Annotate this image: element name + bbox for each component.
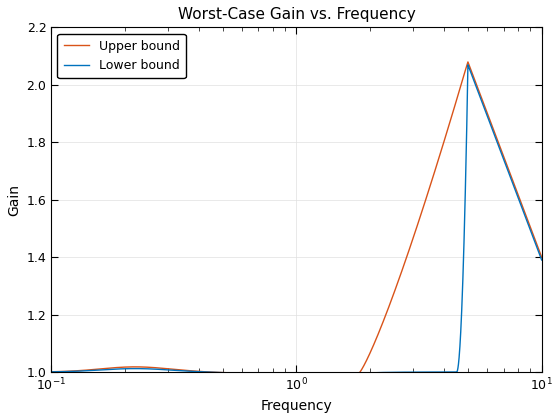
Y-axis label: Gain: Gain <box>7 184 21 215</box>
X-axis label: Frequency: Frequency <box>260 399 332 413</box>
Lower bound <box>476 93 483 98</box>
Upper bound <box>48 369 54 374</box>
Upper bound <box>257 371 264 376</box>
Lower bound <box>529 233 536 238</box>
Lower bound <box>104 367 110 372</box>
Lower bound <box>236 371 242 376</box>
Upper bound <box>476 90 483 95</box>
Upper bound <box>133 365 139 370</box>
Line: Upper bound: Upper bound <box>51 62 542 375</box>
Upper bound <box>236 371 242 376</box>
Lower bound <box>465 62 472 67</box>
Upper bound <box>465 59 472 64</box>
Lower bound <box>295 372 301 377</box>
Lower bound <box>538 257 545 262</box>
Line: Lower bound: Lower bound <box>51 65 542 375</box>
Upper bound <box>295 372 301 377</box>
Lower bound <box>133 366 139 371</box>
Title: Worst-Case Gain vs. Frequency: Worst-Case Gain vs. Frequency <box>178 7 416 22</box>
Upper bound <box>529 230 536 235</box>
Lower bound <box>48 369 54 374</box>
Upper bound <box>104 366 110 371</box>
Upper bound <box>538 255 545 260</box>
Lower bound <box>257 371 264 376</box>
Legend: Upper bound, Lower bound: Upper bound, Lower bound <box>58 34 186 78</box>
